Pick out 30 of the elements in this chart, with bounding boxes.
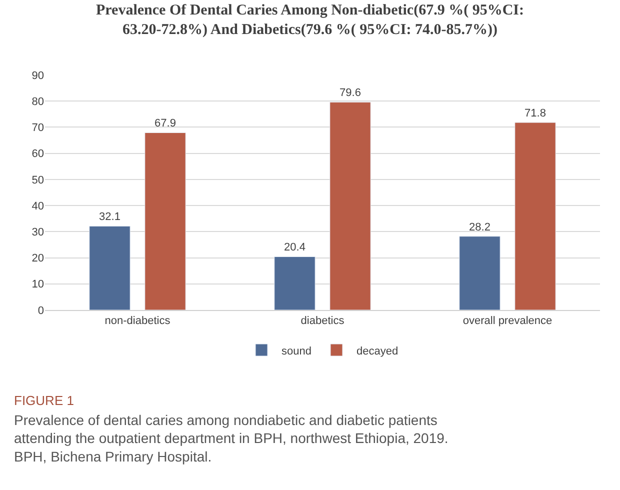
data-label: 71.8	[524, 108, 546, 120]
data-label: 32.1	[99, 211, 120, 224]
y-tick-label: 30	[32, 226, 44, 239]
legend-label: sound	[282, 345, 312, 358]
y-tick-label: 20	[32, 252, 44, 265]
y-tick-label: 40	[32, 200, 44, 212]
bar	[514, 122, 556, 310]
chart-title: Prevalence Of Dental Caries Among Non-diabetic(67.9 %( 95%CI: 63.20-72.8%) And Diabetics(79.6 %( 95%CI: 74.0-85.7%))	[96, 2, 524, 38]
y-tick-label: 60	[32, 148, 44, 160]
data-label: 67.9	[154, 118, 176, 130]
x-tick-label: overall prevalence	[462, 315, 552, 328]
data-label: 20.4	[284, 242, 306, 254]
y-tick-label: 10	[32, 278, 44, 291]
text: Prevalence of dental caries among nondiabetic and diabetic patients attending the outpatient department in BPH, northwest Ethiopia, 2019. BPH, Bichena Primary Hospital.	[14, 412, 448, 464]
y-tick-label: 90	[32, 70, 44, 82]
x-tick-label: diabetics	[300, 315, 345, 328]
y-tick-label: 0	[38, 304, 44, 317]
bar	[144, 132, 186, 310]
x-tick-label: non-diabetics	[104, 315, 171, 328]
legend-label: decayed	[356, 345, 398, 358]
y-tick-label: 70	[32, 122, 44, 134]
data-label: 79.6	[340, 87, 361, 100]
y-tick-label: 50	[32, 174, 44, 186]
bar	[459, 236, 500, 310]
caption: FIGURE 1	[14, 393, 74, 408]
data-label: 28.2	[469, 221, 490, 234]
bar	[89, 226, 130, 310]
bar	[330, 102, 371, 310]
y-tick-label: 80	[32, 96, 44, 108]
bar	[274, 256, 316, 310]
